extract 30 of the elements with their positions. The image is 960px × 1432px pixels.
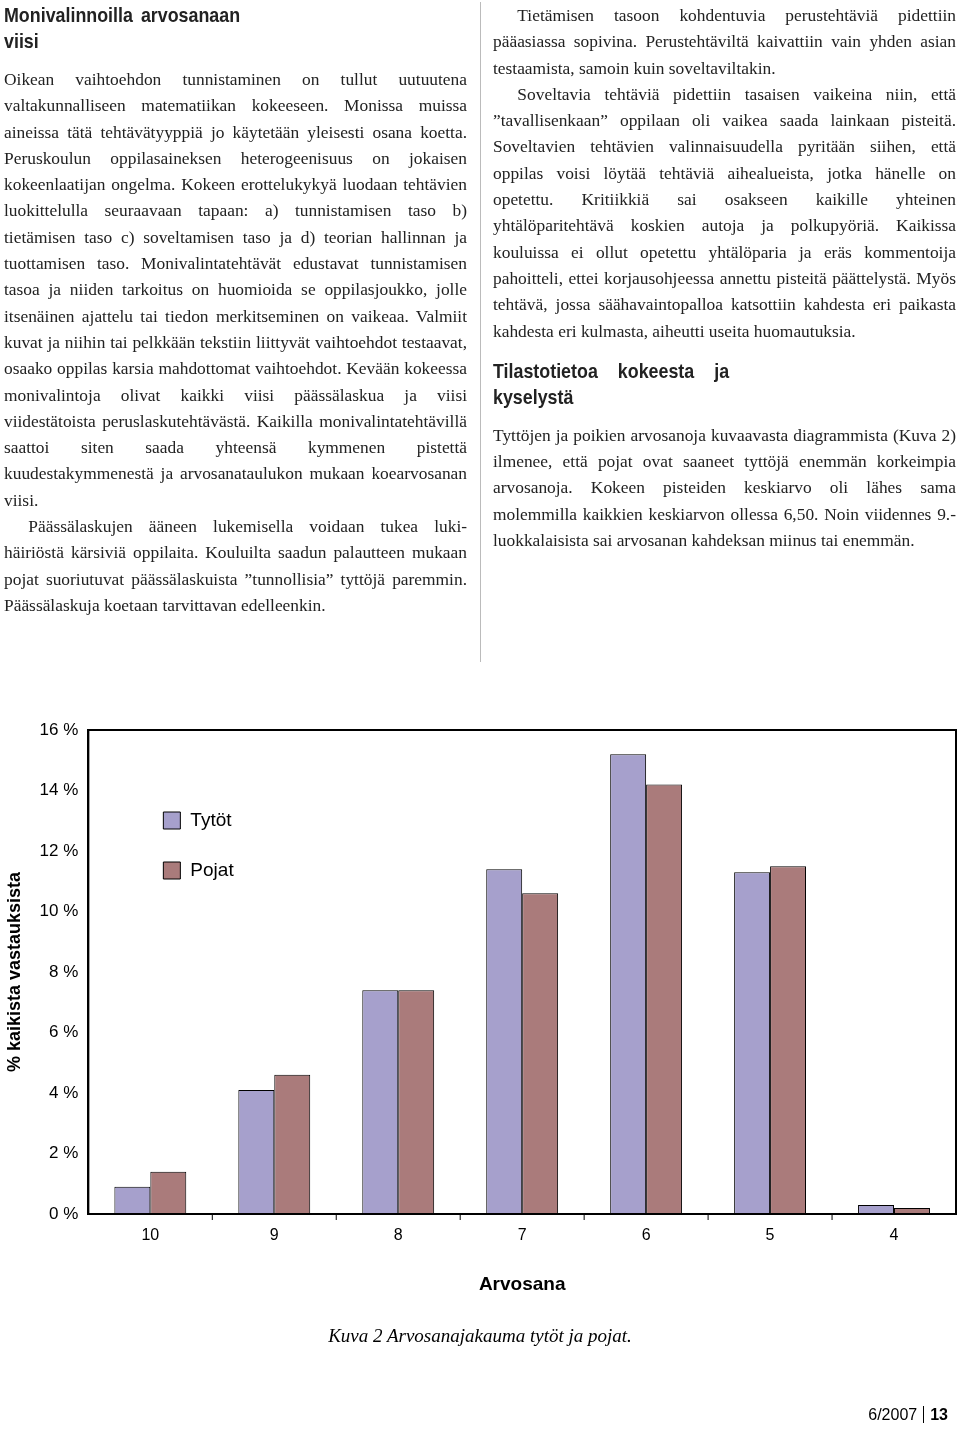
- y-axis-title: % kaikista vastauksista: [3, 870, 24, 1073]
- text: Tyttöjen ja poikien arvosanoja kuvaavasta diagrammista (Kuva 2) ilmenee, että pojat ovat saaneet tyttöjä enemmän korkeimpia arvosanoja. Kokeen pisteiden keskiarvo oli lähes sama molemmilla kaikkien keskiarvon ollessa 6,50. Noin viidennes 9.-luokkalaisista sai arvosanan kahdeksan miinus tai enemmän.: [493, 423, 956, 553]
- y-tick-label: 4 %: [49, 1082, 79, 1102]
- x-tick-label: 5: [765, 1226, 775, 1244]
- y-tick-label: 2 %: [49, 1143, 79, 1163]
- x-tick-label: 8: [393, 1226, 403, 1244]
- x-tick-label: 6: [641, 1226, 651, 1244]
- y-tick-label: 8 %: [49, 961, 79, 981]
- text: Tietämisen tasoon kohdentuvia perustehtäviä pidettiin pääasiassa sopivina. Perustehtäviltä kaivattiin vain yhden asian testaamista, samoin kuin soveltaviltakin.: [493, 4, 956, 80]
- y-tick-label: 10 %: [39, 901, 79, 921]
- text: Oikean vaihtoehdon tunnistaminen on tullut uutuutena valtakunnalliseen matematiikan kokeeseen. Monissa muissa aineissa tätä tehtävätyyppiä jo käytetään yleisesti osana koetta. Peruskoulun oppilasaineksen heterogeenisuus on jokaisen kokeenlaatijan ongelma. Kokeen erottelukykyä luodaan tehtävien luokittelulla seuraavaan tapaan: a) tunnistamisen taso b) tietämisen taso c) soveltamisen taso ja d) teorian hallinnan ja tuottamisen taso. Monivalintatehtävät edustavat tunnistamisen tasoa ja niiden tarkoitus on huomioida se oppilasjoukko, jolle itsenäinen ajattelu tai tiedon merkitseminen on vaikeaa. Valmiit kuvat ja niihin tai pelkkään tekstiin liittyvät vaihtoehdot testaavat, osaako oppilas karsia mahdottomat vaihtoehdot. Kevään kokeessa monivalintoja olivat kaikki viisi päässälaskua ja viisi viidestätoista peruslaskutehtävästä. Kaikilla monivalintatehtävillä saattoi siten saada yhteensä kymmenen pistettä kuudestakymmenestä ja arvosanataulukon mukaan koearvosanan viisi.: [4, 69, 467, 510]
- x-tick-label: 7: [517, 1226, 527, 1244]
- text: Tilastotietoa kokeesta ja kyselystä: [493, 357, 730, 410]
- x-axis-title: Arvosana: [478, 1272, 566, 1294]
- x-tick-label: 10: [141, 1226, 160, 1244]
- y-tick-label: 6 %: [49, 1022, 79, 1042]
- text: 6/2007: [867, 1406, 919, 1423]
- y-tick-label: 12 %: [39, 840, 79, 860]
- x-tick-label: 4: [889, 1226, 899, 1244]
- legend-label: Tytöt: [190, 809, 233, 831]
- y-tick-label: 16 %: [39, 719, 79, 739]
- text: Päässälaskujen ääneen lukemisella voidaan tukea luki-häiriöstä kärsiviä oppilaita. Kouluilta saadun palautteen mukaan pojat suoriutuvat päässälaskuista ”tunnollisia” tyttöjä paremmin. Päässälaskuja koetaan tarvittavan edelleenkin.: [4, 515, 467, 617]
- y-tick-label: 14 %: [39, 780, 79, 800]
- x-tick-label: 9: [269, 1226, 279, 1244]
- y-tick-label: 0 %: [49, 1203, 79, 1223]
- legend-label: Pojat: [190, 859, 235, 881]
- text: Monivalinnoilla arvosanaan viisi: [4, 2, 241, 54]
- text: Soveltavia tehtäviä pidettiin tasaisen vaikeina niin, että ”tavallisenkaan” oppilaan oli vaikea saada lainkaan pisteitä. Soveltavien tehtävien valinnaisuudella pyritään siihen, että oppilas voisi löytää tehtäviä aihealueista, jotka hänelle on opetettu. Kritiikkiä sai osakseen kaikille yhteinen yhtälöparitehtävä koskien autoja ja polkupyöriä. Kaikissa kouluissa ei ollut opetettu yhtälöparia ja eräs kommentoija pahoitteli, ettei korjausohjeessa annettu pisteitä päättelystä. Myös tehtävä, jossa säähavaintopalloa katsottiin kahdesta eri paikasta kahdesta eri kulmasta, aiheutti useita huomautuksia.: [493, 83, 956, 341]
- text: Kuva 2 Arvosanajakauma tytöt ja pojat.: [327, 1325, 633, 1347]
- text: 13: [923, 1406, 954, 1423]
